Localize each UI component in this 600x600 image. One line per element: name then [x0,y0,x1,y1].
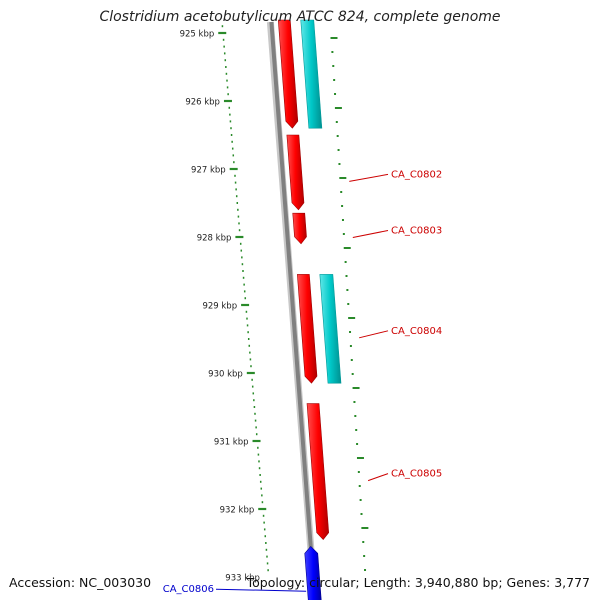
accession-label: Accession: NC_003030 [9,575,152,590]
cds-track [300,19,342,384]
gene-label: CA_C0804 [391,326,442,337]
ruler-tick-label: 930 kbp [208,370,243,380]
map-title: Clostridium acetobutylicum ATCC 824, com… [99,9,501,25]
ruler-tick-label: 925 kbp [180,30,215,40]
gene-label-leader [352,230,389,238]
gene-label: CA_C0806 [163,584,214,595]
forward-gene [277,19,299,129]
backbone-line [269,21,317,600]
ruler-tick-label: 928 kbp [197,234,232,244]
ruler-ticks: 925 kbp 926 kbp 927 kbp 928 kbp 929 kbp 930 k… [180,25,369,584]
forward-gene [297,274,318,384]
genome-backbone [266,21,319,600]
ruler-tick-label: 933 kbp [225,574,260,584]
gene-label: CA_C0802 [391,169,442,180]
forward-gene [306,403,330,541]
ruler-tick-label: 932 kbp [220,506,255,516]
gene-label-leader [367,473,389,482]
ruler-tick-label: 927 kbp [191,166,226,176]
gene-labels: CA_C0802 CA_C0803 CA_C0804 CA_C0805 CA_C0806 [163,169,443,595]
gene-track [277,19,330,600]
forward-gene [292,212,307,245]
cds-block [300,19,323,129]
gene-label-leader [349,173,389,182]
forward-gene [286,134,305,211]
gene-label: CA_C0805 [391,469,442,480]
ruler-tick-label: 929 kbp [202,302,237,312]
cds-block [319,274,342,384]
genome-summary: Topology: circular; Length: 3,940,880 bp… [246,575,590,590]
gene-label-leader [215,588,307,592]
reverse-gene [304,545,322,600]
gene-label: CA_C0803 [391,226,442,237]
ruler-tick-label: 926 kbp [185,98,220,108]
ruler-tick-label: 931 kbp [214,438,249,448]
gene-label-leader [359,330,389,339]
